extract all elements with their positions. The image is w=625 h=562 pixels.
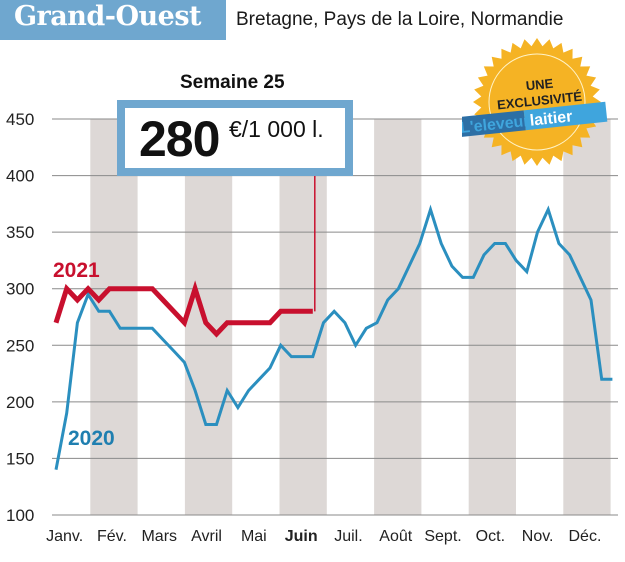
legend-2020: 2020 xyxy=(68,427,115,450)
x-tick-label: Août xyxy=(379,528,412,545)
badge-logo-part2: laitier xyxy=(529,108,573,129)
badge-line1: UNE xyxy=(525,76,554,94)
y-tick-label: 300 xyxy=(6,280,34,299)
month-band xyxy=(279,119,327,515)
y-tick-label: 150 xyxy=(6,449,34,468)
x-tick-label: Avril xyxy=(191,528,222,545)
x-tick-label: Mai xyxy=(241,528,267,545)
header-title: Grand-Ouest xyxy=(14,1,202,32)
x-tick-label: Mars xyxy=(141,528,177,545)
x-tick-label: Nov. xyxy=(522,528,554,545)
y-tick-label: 250 xyxy=(6,336,34,355)
x-tick-label: Juil. xyxy=(334,528,362,545)
y-tick-label: 400 xyxy=(6,167,34,186)
month-band xyxy=(184,119,233,515)
month-band xyxy=(374,119,422,515)
series-line-2021 xyxy=(53,280,313,338)
x-tick-label: Fév. xyxy=(97,528,127,545)
annotation-value: 280 xyxy=(139,111,220,167)
header-title-box: Grand-Ouest xyxy=(0,0,226,40)
y-tick-label: 200 xyxy=(6,393,34,412)
exclusive-badge: UNE EXCLUSIVITÉ L'eleveur laitier xyxy=(462,38,608,166)
annotation-value-box: 280 €/1 000 l. xyxy=(117,100,353,176)
x-tick-label: Oct. xyxy=(476,528,505,545)
month-band xyxy=(563,119,611,515)
series-line-2020 xyxy=(54,204,613,470)
y-tick-label: 350 xyxy=(6,223,34,242)
x-tick-label: Sept. xyxy=(424,528,461,545)
x-tick-label: Janv. xyxy=(46,528,83,545)
y-tick-label: 450 xyxy=(6,110,34,129)
badge-star-shape xyxy=(473,38,601,166)
y-tick-label: 100 xyxy=(6,506,34,525)
annotation-unit: €/1 000 l. xyxy=(229,116,324,142)
month-band xyxy=(468,119,516,515)
x-tick-label: Juin xyxy=(285,528,318,545)
annotation-week-label: Semaine 25 xyxy=(180,72,285,93)
header-subtitle: Bretagne, Pays de la Loire, Normandie xyxy=(236,9,564,30)
legend-2021: 2021 xyxy=(53,259,100,282)
x-tick-label: Déc. xyxy=(568,528,601,545)
